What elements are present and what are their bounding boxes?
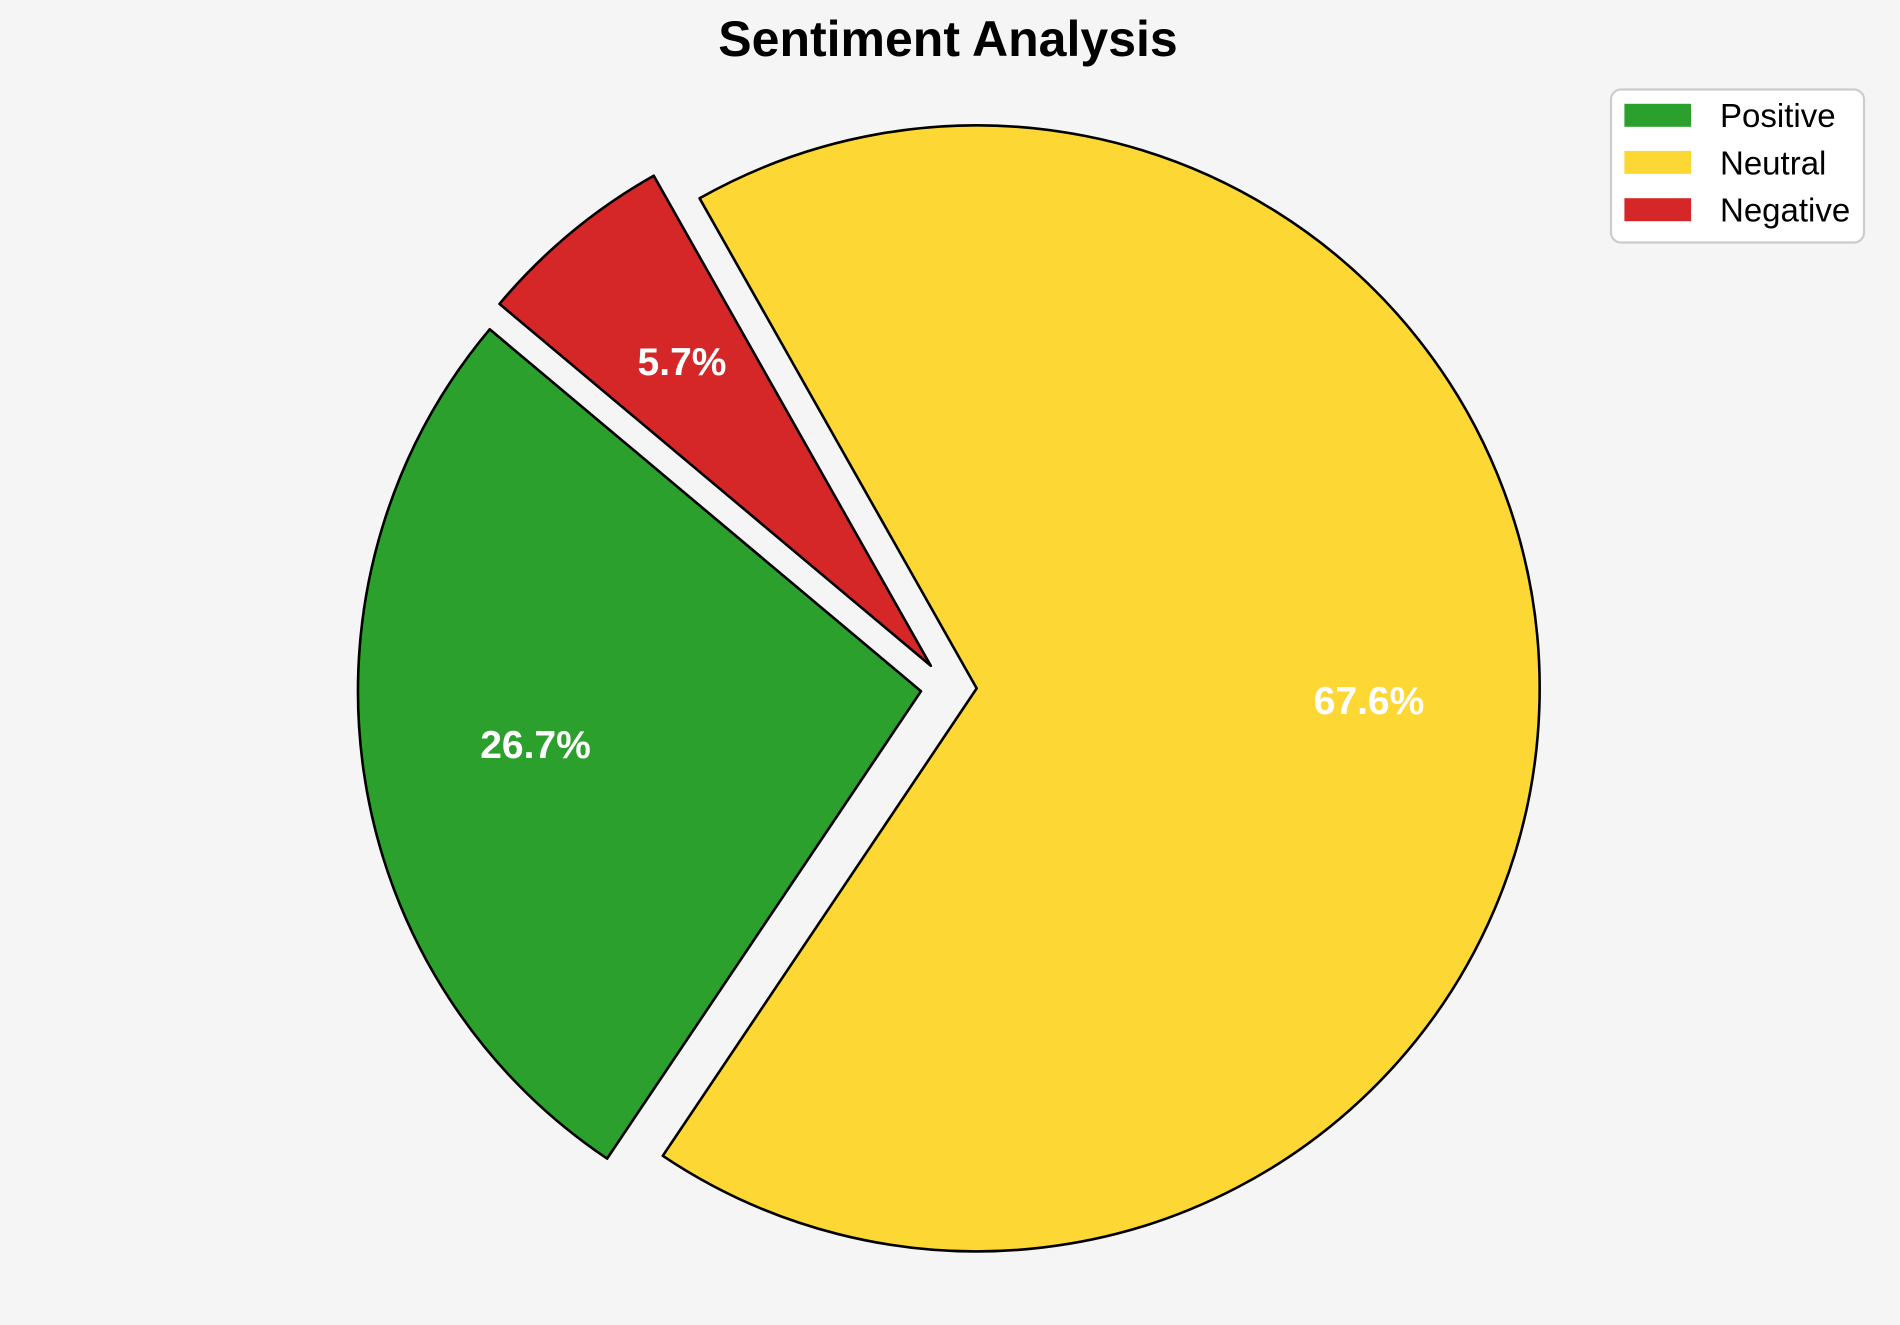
svg-text:5.7%: 5.7% bbox=[638, 341, 727, 384]
svg-text:Positive: Positive bbox=[1720, 97, 1836, 134]
svg-text:67.6%: 67.6% bbox=[1314, 680, 1425, 723]
svg-text:Negative: Negative bbox=[1720, 192, 1850, 229]
svg-text:Sentiment Analysis: Sentiment Analysis bbox=[718, 11, 1177, 67]
svg-text:Neutral: Neutral bbox=[1720, 145, 1826, 182]
svg-text:26.7%: 26.7% bbox=[480, 724, 591, 767]
